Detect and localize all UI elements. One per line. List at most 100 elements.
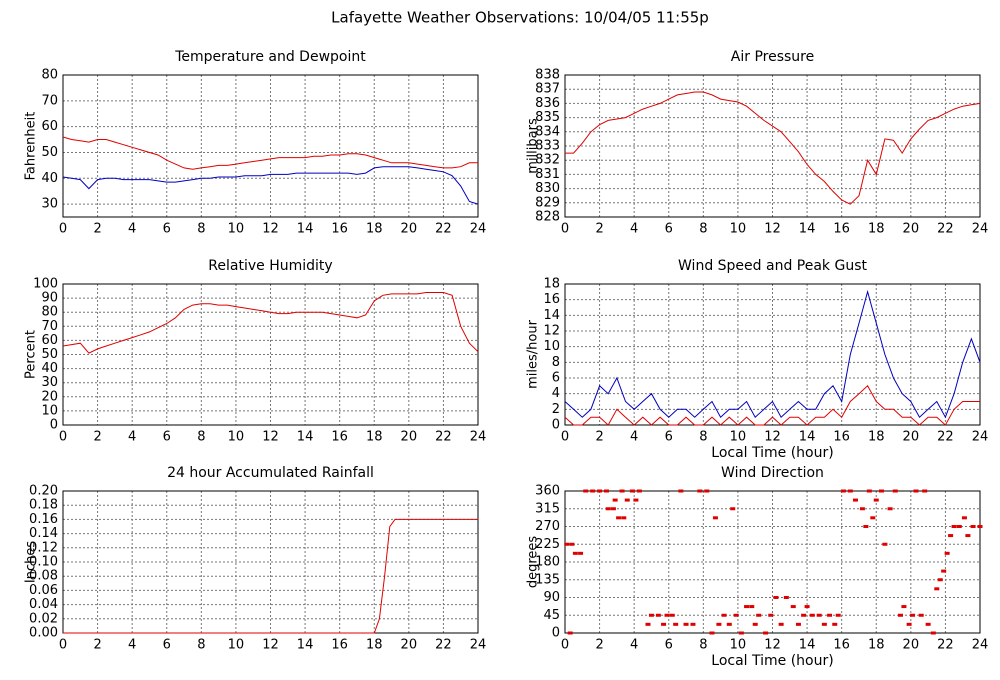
x-tick-label: 24 <box>470 638 487 653</box>
y-tick-label: 70 <box>41 319 58 334</box>
data-point <box>778 622 784 626</box>
data-line <box>62 136 478 170</box>
x-tick-label: 24 <box>972 222 989 237</box>
y-tick-label: 60 <box>41 333 58 348</box>
y-tick-label: 80 <box>41 68 58 83</box>
y-tick-label: 0.02 <box>29 611 58 626</box>
data-point <box>564 542 570 546</box>
x-tick-label: 6 <box>163 430 171 445</box>
data-point <box>925 622 931 626</box>
y-tick-label: 90 <box>41 291 58 306</box>
x-tick-label: 18 <box>366 638 383 653</box>
data-point <box>816 613 822 617</box>
y-tick-label: 40 <box>41 361 58 376</box>
x-tick-label: 24 <box>972 638 989 653</box>
x-tick-label: 4 <box>630 222 638 237</box>
data-point <box>934 587 940 591</box>
y-axis-label: millibars <box>526 118 541 174</box>
x-tick-label: 10 <box>730 222 747 237</box>
data-point <box>763 631 769 635</box>
data-point <box>752 622 758 626</box>
y-tick-label: 10 <box>41 403 58 418</box>
chart-title: 24 hour Accumulated Rainfall <box>167 465 374 481</box>
x-tick-label: 22 <box>435 638 452 653</box>
x-tick-label: 6 <box>665 638 673 653</box>
data-point <box>977 525 983 528</box>
x-tick-label: 16 <box>833 638 850 653</box>
data-point <box>944 551 950 555</box>
y-tick-label: 837 <box>535 82 560 97</box>
x-tick-label: 6 <box>665 430 673 445</box>
data-point <box>937 578 943 582</box>
data-point <box>624 498 630 502</box>
data-point <box>835 613 841 617</box>
data-point <box>597 489 603 493</box>
x-tick-label: 2 <box>595 222 603 237</box>
data-point <box>605 507 611 511</box>
x-tick-label: 4 <box>630 638 638 653</box>
y-tick-label: 70 <box>41 93 58 108</box>
data-point <box>661 622 667 626</box>
x-tick-label: 8 <box>699 430 707 445</box>
data-point <box>716 622 722 626</box>
x-tick-label: 10 <box>730 430 747 445</box>
y-tick-label: 8 <box>552 355 560 370</box>
y-tick-label: 0 <box>50 418 58 433</box>
data-point <box>832 622 838 626</box>
x-tick-label: 18 <box>868 222 885 237</box>
plot-frame <box>564 74 981 218</box>
x-tick-label: 16 <box>833 430 850 445</box>
data-point <box>610 507 616 511</box>
data-point <box>683 622 689 626</box>
data-point <box>721 613 727 617</box>
data-point <box>738 631 744 635</box>
data-point <box>922 489 928 493</box>
plot-frame <box>564 490 981 634</box>
x-tick-label: 0 <box>59 638 67 653</box>
x-tick-label: 22 <box>435 222 452 237</box>
y-tick-label: 315 <box>535 501 560 516</box>
data-point <box>897 613 903 617</box>
y-tick-label: 135 <box>535 572 560 587</box>
x-tick-label: 10 <box>228 430 245 445</box>
y-tick-label: 50 <box>41 145 58 160</box>
y-axis-label: degrees <box>526 536 541 589</box>
y-tick-label: 30 <box>41 197 58 212</box>
y-tick-label: 834 <box>535 124 560 139</box>
x-tick-label: 8 <box>197 430 205 445</box>
y-tick-label: 0.14 <box>29 526 58 541</box>
data-point <box>941 569 947 573</box>
data-point <box>664 613 670 617</box>
y-tick-label: 828 <box>535 210 560 225</box>
plot-frame <box>62 283 479 426</box>
y-tick-label: 40 <box>41 171 58 186</box>
data-point <box>961 516 967 520</box>
x-tick-label: 4 <box>128 638 136 653</box>
y-tick-label: 90 <box>543 590 560 605</box>
x-tick-label: 20 <box>903 430 920 445</box>
data-point <box>655 613 661 617</box>
y-axis-label: Inches <box>24 541 39 583</box>
data-point <box>870 516 876 520</box>
x-tick-label: 10 <box>228 638 245 653</box>
y-tick-label: 838 <box>535 68 560 83</box>
y-tick-label: 836 <box>535 96 560 111</box>
x-tick-label: 22 <box>937 638 954 653</box>
x-tick-label: 8 <box>197 222 205 237</box>
x-tick-label: 14 <box>799 222 816 237</box>
page-title: Lafayette Weather Observations: 10/04/05… <box>331 9 709 27</box>
data-point <box>678 489 684 493</box>
y-tick-label: 0.04 <box>29 597 58 612</box>
data-point <box>801 613 807 617</box>
x-axis-label: Local Time (hour) <box>711 445 833 461</box>
x-tick-label: 8 <box>699 638 707 653</box>
x-tick-label: 18 <box>868 638 885 653</box>
data-point <box>621 516 627 520</box>
data-point <box>892 489 898 493</box>
data-point <box>612 498 618 502</box>
x-tick-label: 24 <box>972 430 989 445</box>
x-tick-label: 24 <box>470 222 487 237</box>
data-point <box>726 622 732 626</box>
y-tick-label: 225 <box>535 537 560 552</box>
